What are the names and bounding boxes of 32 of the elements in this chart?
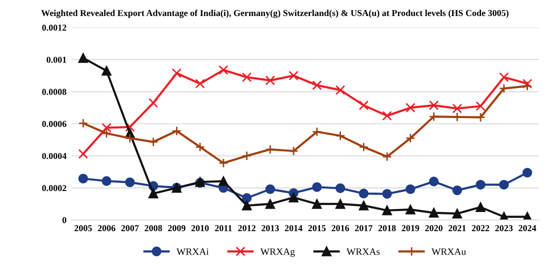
x-tick-label: 2006: [98, 225, 116, 232]
x-tick-label: 2024: [518, 225, 536, 232]
x-tick-label: 2013: [262, 225, 279, 232]
legend-label: WRXAs: [346, 248, 380, 255]
x-tick-label: 2009: [168, 225, 186, 232]
y-tick-label: 0.0012: [42, 24, 66, 31]
x-tick-label: 2014: [284, 225, 302, 232]
x-tick-label: 2020: [425, 225, 442, 232]
x-tick-label: 2019: [402, 225, 420, 232]
legend-label: WRXAu: [432, 248, 466, 255]
y-tick-label: 0.0008: [42, 88, 66, 95]
x-tick-label: 2017: [355, 225, 372, 232]
y-tick-label: 0: [62, 217, 66, 224]
y-tick-label: 0.001: [46, 56, 66, 63]
chart-title: Weighted Revealed Export Advantage of India(i), Germany(g) Switzerland(s) & USA(u) at Product levels (HS Code 3005): [41, 10, 508, 18]
x-tick-label: 2011: [215, 225, 232, 232]
x-tick-label: 2016: [332, 225, 350, 232]
x-tick-label: 2012: [238, 225, 256, 232]
x-tick-label: 2021: [448, 225, 466, 232]
y-tick-label: 0.0002: [42, 185, 66, 192]
y-tick-label: 0.0006: [42, 120, 66, 128]
legend-label: WRXAg: [260, 248, 295, 257]
x-tick-label: 2022: [472, 225, 490, 232]
x-tick-label: 2005: [74, 225, 92, 232]
x-tick-label: 2023: [495, 225, 513, 232]
x-tick-label: 2007: [121, 225, 139, 232]
legend-label: WRXAi: [176, 248, 209, 255]
x-tick-label: 2015: [308, 225, 326, 232]
x-tick-label: 2018: [378, 225, 396, 232]
x-tick-label: 2008: [144, 225, 162, 232]
y-tick-label: 0.0004: [42, 152, 66, 160]
x-tick-label: 2010: [191, 225, 209, 232]
